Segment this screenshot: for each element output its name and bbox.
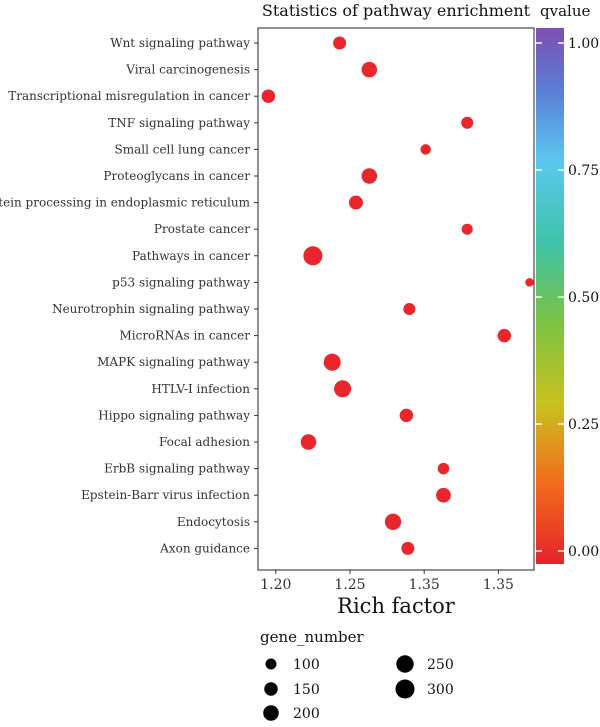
color-legend-label: 0.25 xyxy=(568,417,599,433)
data-point xyxy=(399,408,414,423)
y-tick-label: Prostate cancer xyxy=(154,222,250,236)
size-legend: 100 150 200 250 300 xyxy=(263,655,454,722)
data-point xyxy=(261,89,276,103)
y-tick-label: Endocytosis xyxy=(177,515,250,529)
data-point xyxy=(334,380,352,398)
data-point xyxy=(497,328,512,343)
color-legend-ticks: 1.00 0.75 0.50 0.25 0.00 xyxy=(536,36,599,560)
data-point xyxy=(436,487,451,503)
y-tick-label: Hippo signaling pathway xyxy=(98,408,250,422)
color-legend-bar xyxy=(536,28,564,564)
y-axis: Wnt signaling pathway Viral carcinogenesi… xyxy=(0,36,258,555)
color-legend-label: 0.75 xyxy=(568,163,599,179)
size-legend-label: 200 xyxy=(293,706,320,722)
size-legend-key xyxy=(395,679,415,699)
size-legend-label: 300 xyxy=(427,682,454,698)
y-tick-label: Epstein-Barr virus infection xyxy=(81,488,250,502)
x-tick-label: 1.35 xyxy=(409,577,440,593)
x-tick-label: 1.35 xyxy=(483,577,514,593)
data-point xyxy=(437,462,450,475)
y-tick-label: Axon guidance xyxy=(159,541,250,555)
data-point xyxy=(333,36,347,50)
y-tick-label: Protein processing in endoplasmic reticu… xyxy=(0,196,251,210)
data-point xyxy=(300,434,317,450)
data-point xyxy=(361,168,378,184)
data-point xyxy=(361,61,378,78)
size-legend-key xyxy=(264,682,278,696)
y-tick-label: TNF signaling pathway xyxy=(108,116,250,130)
y-tick-label: Proteoglycans in cancer xyxy=(103,169,250,183)
y-tick-label: MAPK signaling pathway xyxy=(97,355,250,369)
data-point xyxy=(461,116,474,129)
color-legend-label: 1.00 xyxy=(568,36,599,52)
data-point xyxy=(461,223,473,235)
data-point xyxy=(348,195,363,210)
data-points xyxy=(261,36,534,555)
size-legend-label: 150 xyxy=(293,682,320,698)
data-point xyxy=(525,278,534,287)
color-legend-label: 0.50 xyxy=(568,290,599,306)
data-point xyxy=(303,246,323,266)
chart-title: Statistics of pathway enrichment xyxy=(262,1,531,20)
y-tick-label: Pathways in cancer xyxy=(132,249,250,263)
x-axis-title: Rich factor xyxy=(337,594,456,618)
y-tick-label: MicroRNAs in cancer xyxy=(119,329,250,343)
data-point xyxy=(403,302,416,316)
y-tick-label: Small cell lung cancer xyxy=(114,142,250,156)
y-tick-label: Neurotrophin signaling pathway xyxy=(52,302,250,316)
size-legend-label: 100 xyxy=(293,657,320,673)
size-legend-label: 250 xyxy=(427,657,454,673)
data-point xyxy=(384,513,402,530)
size-legend-key xyxy=(265,658,277,670)
color-legend-label: 0.00 xyxy=(568,544,599,560)
y-tick-label: p53 signaling pathway xyxy=(112,275,250,289)
y-tick-label: HTLV-I infection xyxy=(151,382,250,396)
color-legend-title: qvalue xyxy=(540,2,590,20)
size-legend-title: gene_number xyxy=(260,628,365,646)
x-axis: 1.20 1.25 1.35 1.35 xyxy=(260,570,514,593)
y-tick-label: Focal adhesion xyxy=(159,435,250,449)
size-legend-key xyxy=(263,705,279,721)
x-tick-label: 1.25 xyxy=(334,577,365,593)
plot-area xyxy=(257,27,535,571)
data-point xyxy=(323,353,341,371)
y-tick-label: Wnt signaling pathway xyxy=(110,36,250,50)
data-point xyxy=(401,541,415,555)
y-tick-label: ErbB signaling pathway xyxy=(104,462,250,476)
y-tick-label: Transcriptional misregulation in cancer xyxy=(8,89,250,103)
y-tick-label: Viral carcinogenesis xyxy=(125,63,250,77)
size-legend-key xyxy=(396,655,414,673)
data-point xyxy=(420,144,431,155)
x-tick-label: 1.20 xyxy=(260,577,291,593)
